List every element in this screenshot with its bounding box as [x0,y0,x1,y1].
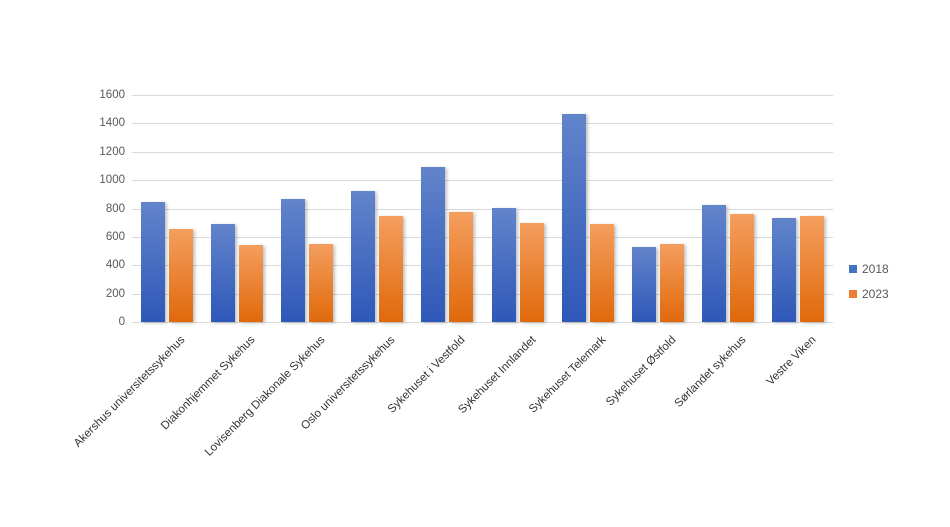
legend-item-2023: 2023 [849,286,889,301]
bar-2018-10 [771,217,796,322]
bar-2023-10 [799,216,824,322]
bar-2023-3 [309,243,334,322]
bar-2023-5 [449,212,474,322]
bar-2018-6 [491,207,516,322]
bar-2018-8 [631,246,656,322]
y-tick-label-400: 400 [105,259,125,272]
plot-area [132,95,833,323]
gridline-1400 [132,123,833,125]
gridline-1600 [132,95,833,96]
bar-2018-5 [421,166,446,322]
bar-2018-9 [701,204,726,322]
legend-swatch-2018-icon [849,264,857,273]
y-tick-label-1000: 1000 [99,174,125,187]
legend: 2018 2023 [849,261,889,311]
bar-2023-1 [169,229,194,322]
gridline-800 [132,208,833,210]
bar-2018-7 [561,114,586,322]
gridline-1000 [132,180,833,182]
bar-2023-8 [659,243,684,322]
gridline-200 [132,293,833,295]
y-tick-label-1600: 1600 [99,89,125,101]
bar-2018-4 [351,190,376,322]
legend-label-2018: 2018 [862,261,889,276]
y-tick-label-200: 200 [105,287,125,300]
bar-2023-2 [239,245,264,322]
gridline-400 [132,265,833,267]
y-tick-label-0: 0 [118,316,125,328]
gridline-600 [132,236,833,238]
gridline-1200 [132,151,833,153]
bar-2023-9 [729,214,754,322]
y-tick-label-1200: 1200 [99,145,125,158]
bar-2023-4 [379,215,404,322]
y-tick-label-1400: 1400 [99,117,125,130]
bar-2023-7 [589,224,614,322]
legend-item-2018: 2018 [849,261,889,276]
bar-2018-1 [141,202,166,322]
legend-label-2023: 2023 [862,286,889,301]
legend-swatch-2023-icon [849,289,857,298]
bar-2018-3 [281,199,306,322]
bar-2023-6 [519,223,544,322]
gridline-0 [132,322,833,323]
y-tick-label-600: 600 [105,230,125,243]
y-tick-label-800: 800 [105,202,125,215]
bar-2018-2 [211,224,236,322]
